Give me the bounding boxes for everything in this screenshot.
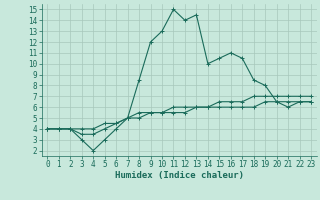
X-axis label: Humidex (Indice chaleur): Humidex (Indice chaleur) bbox=[115, 171, 244, 180]
